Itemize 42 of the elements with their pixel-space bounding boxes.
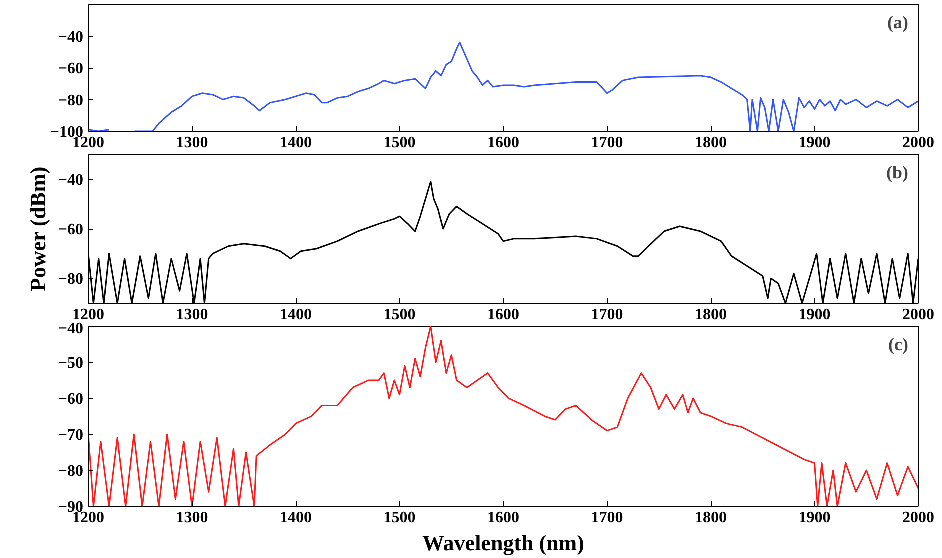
x-tick-label: 1700 bbox=[591, 510, 624, 526]
chart-title: (a) bbox=[888, 12, 909, 32]
chart-title: (c) bbox=[888, 334, 909, 354]
x-tick-label: 2000 bbox=[902, 306, 934, 324]
x-tick-label: 1700 bbox=[591, 306, 624, 324]
y-tick-label: −40 bbox=[58, 172, 84, 189]
x-tick-label: 2000 bbox=[902, 510, 934, 526]
x-tick-label: 1400 bbox=[280, 134, 312, 152]
x-tick-label: 1600 bbox=[488, 306, 520, 324]
y-tick-label: −40 bbox=[58, 28, 84, 46]
x-tick-label: 1300 bbox=[176, 134, 208, 152]
y-tick-label: −80 bbox=[58, 92, 84, 110]
x-tick-label: 1500 bbox=[384, 306, 416, 324]
y-tick-label: −70 bbox=[58, 427, 84, 444]
x-tick-label: 1800 bbox=[695, 306, 727, 324]
x-tick-label: 1400 bbox=[280, 306, 312, 324]
chart-title: (b) bbox=[886, 162, 909, 182]
x-tick-label: 1200 bbox=[72, 306, 104, 324]
x-tick-label: 1500 bbox=[384, 134, 416, 152]
y-tick-label: −80 bbox=[58, 271, 84, 288]
x-tick-label: 1900 bbox=[798, 306, 831, 324]
y-tick-label: −60 bbox=[58, 60, 84, 78]
y-tick-label: −40 bbox=[58, 320, 84, 338]
x-tick-label: 1300 bbox=[176, 306, 208, 324]
x-tick-label: 1800 bbox=[695, 134, 727, 152]
x-tick-label: 1400 bbox=[280, 510, 312, 526]
x-tick-label: 1600 bbox=[488, 510, 520, 526]
x-tick-label: 2000 bbox=[902, 134, 934, 152]
x-tick-label: 1700 bbox=[591, 134, 624, 152]
y-axis-title: Power (dBm) bbox=[25, 166, 50, 292]
y-tick-label: −60 bbox=[58, 222, 84, 238]
x-tick-label: 1900 bbox=[798, 510, 831, 526]
x-tick-label: 1900 bbox=[798, 134, 831, 152]
x-tick-label: 1300 bbox=[176, 510, 208, 526]
line-series bbox=[88, 326, 918, 506]
x-axis-title: Wavelength (nm) bbox=[422, 530, 584, 556]
x-tick-label: 1500 bbox=[384, 510, 416, 526]
y-tick-label: −50 bbox=[58, 355, 84, 372]
y-tick-label: −80 bbox=[58, 463, 84, 480]
x-tick-label: 1600 bbox=[488, 134, 520, 152]
x-tick-label: 1800 bbox=[695, 510, 727, 526]
y-tick-label: −60 bbox=[58, 391, 84, 408]
